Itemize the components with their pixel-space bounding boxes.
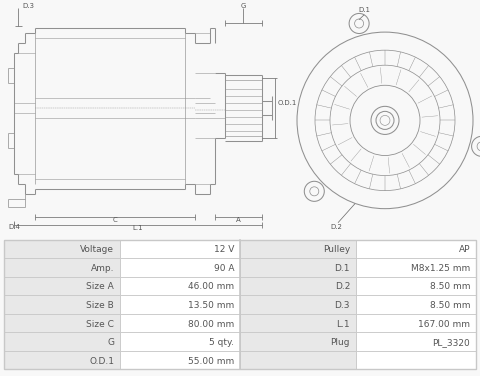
Text: PL_3320: PL_3320: [432, 338, 470, 347]
Bar: [4, 295, 120, 314]
Bar: [356, 314, 476, 332]
Bar: [240, 332, 356, 351]
Text: O.D.1: O.D.1: [278, 100, 298, 106]
Bar: [240, 258, 356, 277]
Bar: [120, 277, 240, 295]
Bar: [240, 351, 356, 370]
Bar: [240, 314, 356, 332]
Text: 90 A: 90 A: [214, 264, 234, 273]
Bar: [120, 258, 240, 277]
Text: D.2: D.2: [335, 282, 350, 291]
Text: Amp.: Amp.: [91, 264, 114, 273]
Bar: [4, 258, 120, 277]
Text: D.3: D.3: [22, 3, 34, 9]
Text: D.2: D.2: [330, 224, 342, 230]
Text: G: G: [240, 3, 246, 9]
Bar: [356, 295, 476, 314]
Text: D.1: D.1: [358, 7, 370, 13]
Bar: [356, 258, 476, 277]
Text: D.3: D.3: [335, 301, 350, 310]
Bar: [240, 240, 356, 258]
Bar: [120, 240, 240, 258]
Text: L.1: L.1: [336, 320, 350, 329]
Text: 5 qty.: 5 qty.: [209, 338, 234, 347]
Text: 13.50 mm: 13.50 mm: [188, 301, 234, 310]
Bar: [120, 295, 240, 314]
Text: C: C: [113, 217, 118, 223]
Bar: [356, 351, 476, 370]
Bar: [356, 240, 476, 258]
Text: 8.50 mm: 8.50 mm: [430, 301, 470, 310]
Bar: [120, 351, 240, 370]
Bar: [240, 277, 356, 295]
Text: 12 V: 12 V: [214, 245, 234, 254]
Text: D.1: D.1: [335, 264, 350, 273]
Bar: [240, 295, 356, 314]
Bar: [4, 240, 120, 258]
Text: M8x1.25 mm: M8x1.25 mm: [411, 264, 470, 273]
Text: D.4: D.4: [8, 224, 20, 230]
Bar: [4, 314, 120, 332]
Text: Size C: Size C: [86, 320, 114, 329]
Text: Size B: Size B: [86, 301, 114, 310]
Text: 167.00 mm: 167.00 mm: [418, 320, 470, 329]
Text: Pulley: Pulley: [323, 245, 350, 254]
Text: 8.50 mm: 8.50 mm: [430, 282, 470, 291]
Bar: [4, 277, 120, 295]
Bar: [356, 277, 476, 295]
Text: A: A: [236, 217, 240, 223]
Bar: [120, 314, 240, 332]
Text: Voltage: Voltage: [80, 245, 114, 254]
Text: L.1: L.1: [132, 225, 144, 231]
Text: G: G: [107, 338, 114, 347]
Bar: [120, 332, 240, 351]
Text: 46.00 mm: 46.00 mm: [188, 282, 234, 291]
Text: O.D.1: O.D.1: [89, 356, 114, 365]
Text: Size A: Size A: [86, 282, 114, 291]
Bar: [4, 332, 120, 351]
Text: 80.00 mm: 80.00 mm: [188, 320, 234, 329]
Bar: [4, 351, 120, 370]
Text: AP: AP: [458, 245, 470, 254]
Text: Plug: Plug: [331, 338, 350, 347]
Text: 55.00 mm: 55.00 mm: [188, 356, 234, 365]
Bar: [356, 332, 476, 351]
